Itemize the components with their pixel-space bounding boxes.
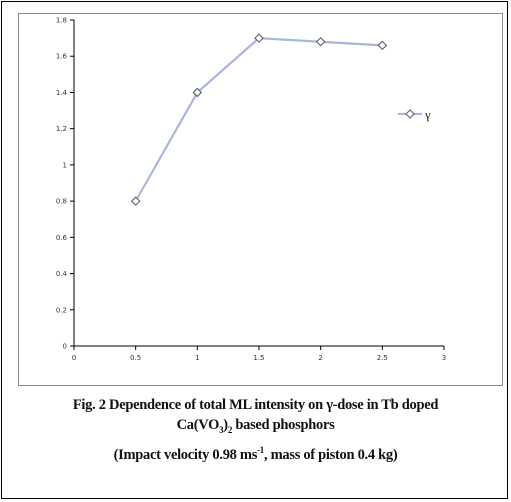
- y-tick-label: 1.4: [56, 89, 68, 97]
- line-chart: 0 0.2 0.4 0.6 0.8 1 1.2 1.4 1.6 1.8 0 0.5 1 1.5 2 2.5 3 γ: [56, 17, 446, 363]
- figure-caption: Fig. 2 Dependence of total ML intensity …: [2, 395, 509, 465]
- plot-area: [18, 13, 503, 386]
- data-point-marker: [315, 36, 326, 47]
- y-tick-label: 1: [63, 161, 67, 169]
- y-tick-label: 0: [63, 343, 67, 351]
- x-tick-label: 3: [442, 354, 446, 362]
- x-tick-label: 0: [72, 354, 76, 362]
- y-tick-label: 1.6: [56, 53, 68, 61]
- y-tick-label: 1.8: [56, 17, 67, 25]
- x-tick-label: 2: [318, 354, 322, 362]
- data-point-marker: [254, 33, 264, 43]
- x-tick-label: 1.5: [253, 354, 264, 362]
- y-tick-label: 0.4: [56, 270, 68, 278]
- data-point-marker: [130, 196, 141, 206]
- y-tick-label: 0.2: [56, 306, 67, 314]
- x-tick-label: 0.5: [130, 354, 141, 362]
- data-point-marker: [192, 87, 203, 98]
- y-tick-label: 0.6: [56, 234, 68, 242]
- caption-line-3: (Impact velocity 0.98 ms-1, mass of pist…: [113, 444, 398, 463]
- caption-line-1: Fig. 2 Dependence of total ML intensity …: [72, 397, 439, 413]
- caption-line-2: Ca(VO3)2 based phosphors: [176, 417, 335, 435]
- y-tick-label: 0.8: [56, 198, 67, 206]
- y-tick-label: 1.2: [56, 125, 67, 133]
- legend-label: γ: [424, 107, 431, 122]
- series-line: [134, 36, 383, 202]
- x-tick-label: 1: [195, 354, 199, 362]
- data-point-marker: [377, 40, 388, 51]
- x-tick-label: 2.5: [377, 354, 388, 362]
- legend-marker: [405, 109, 415, 119]
